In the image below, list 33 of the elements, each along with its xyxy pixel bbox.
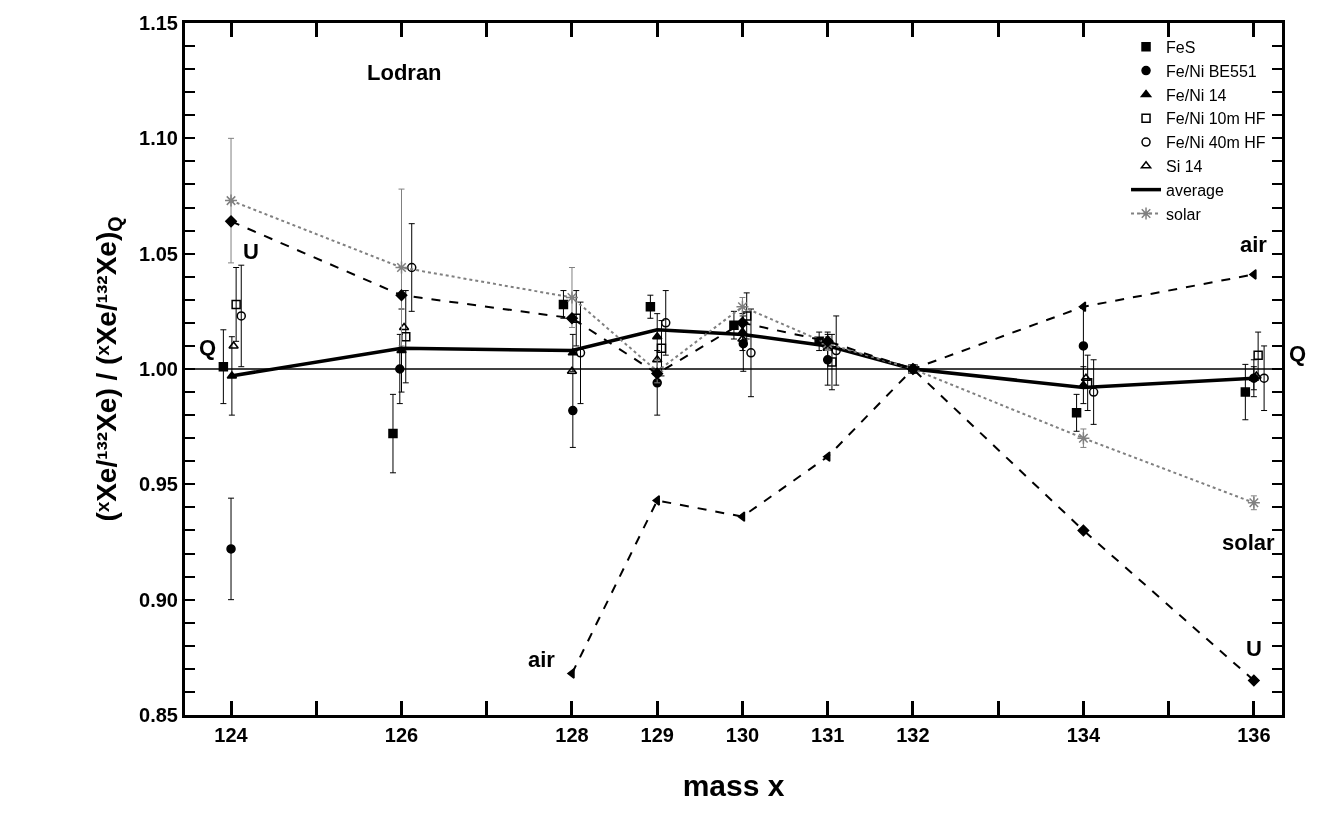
- x-tick-label: 136: [1237, 724, 1271, 746]
- x-tick-label: 126: [384, 724, 419, 746]
- annotation: Lodran: [367, 60, 442, 85]
- y-tick-label: 1.05: [139, 242, 178, 265]
- annotation: solar: [1222, 530, 1276, 555]
- annotation: U: [1246, 636, 1262, 661]
- y-tick-label: 0.85: [139, 704, 178, 726]
- legend-label: Fe/Ni 10m HF: [1166, 110, 1266, 128]
- annotation: air: [1240, 232, 1268, 257]
- legend-label: Fe/Ni BE551: [1166, 62, 1257, 80]
- y-tick-label: 0.90: [139, 588, 178, 611]
- y-tick-label: 1.15: [139, 12, 178, 34]
- x-tick-label: 124: [214, 724, 249, 746]
- legend-label: Fe/Ni 14: [1166, 86, 1227, 104]
- x-tick-label: 129: [640, 724, 674, 746]
- annotation: air: [528, 647, 556, 672]
- x-axis-title: mass x: [682, 768, 785, 802]
- annotation: Q: [1289, 341, 1307, 366]
- x-tick-label: 131: [811, 724, 845, 746]
- y-tick-label: 0.95: [139, 473, 178, 496]
- annotation: U: [243, 239, 259, 264]
- legend-label: Fe/Ni 40m HF: [1166, 134, 1266, 152]
- x-tick-label: 134: [1066, 724, 1101, 746]
- legend-label: FeS: [1166, 39, 1196, 57]
- legend-label: Si 14: [1166, 158, 1203, 176]
- legend-label: average: [1166, 181, 1224, 199]
- annotation: Q: [199, 335, 217, 360]
- x-tick-label: 132: [896, 724, 930, 746]
- y-tick-label: 1.00: [139, 358, 178, 380]
- y-tick-label: 1.10: [139, 127, 178, 150]
- x-tick-label: 130: [725, 724, 760, 746]
- legend-label: solar: [1166, 205, 1202, 223]
- x-tick-label: 128: [555, 724, 589, 746]
